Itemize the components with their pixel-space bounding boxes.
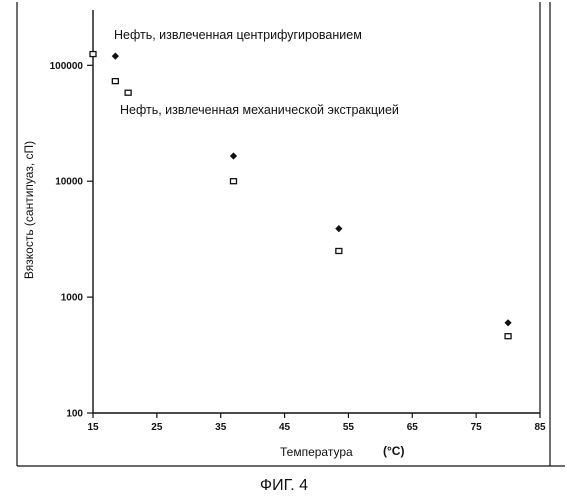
figure-caption: ФИГ. 4 [260,477,308,494]
point-centrifugation [230,152,237,159]
x-tick-label: 65 [407,422,419,433]
x-tick-label: 35 [215,422,227,433]
y-tick-label: 100000 [50,61,84,72]
point-mechanical-extraction [230,179,236,184]
point-mechanical-extraction [112,79,118,84]
y-ticks: 100 1000 10000 100000 [50,61,93,420]
annotation-centrifugation: Нефть, извлеченная центрифугированием [114,28,362,42]
y-tick-label: 100 [66,409,83,420]
x-tick-label: 85 [534,422,546,433]
x-tick-label: 15 [87,422,99,433]
y-tick-label: 1000 [61,293,84,304]
annotation-mechanical-extraction: Нефть, извлеченная механической экстракц… [120,103,399,117]
point-centrifugation [335,225,342,232]
x-tick-label: 75 [471,422,483,433]
x-axis-label: Температура [280,445,353,459]
point-centrifugation [504,319,511,326]
x-ticks: 15 25 35 45 55 65 75 85 [87,413,546,433]
y-axis-label: Вязкость (сантипуаз, сП) [22,141,36,279]
x-tick-label: 45 [279,422,291,433]
x-axis-unit: (°C) [383,444,404,458]
point-centrifugation [112,53,119,60]
data-points [90,52,512,339]
y-tick-label: 10000 [55,177,83,188]
x-tick-label: 25 [151,422,163,433]
point-mechanical-extraction [90,52,96,57]
point-mechanical-extraction [336,248,342,253]
x-tick-label: 55 [343,422,355,433]
point-mechanical-extraction [505,334,511,339]
point-mechanical-extraction [125,90,131,95]
